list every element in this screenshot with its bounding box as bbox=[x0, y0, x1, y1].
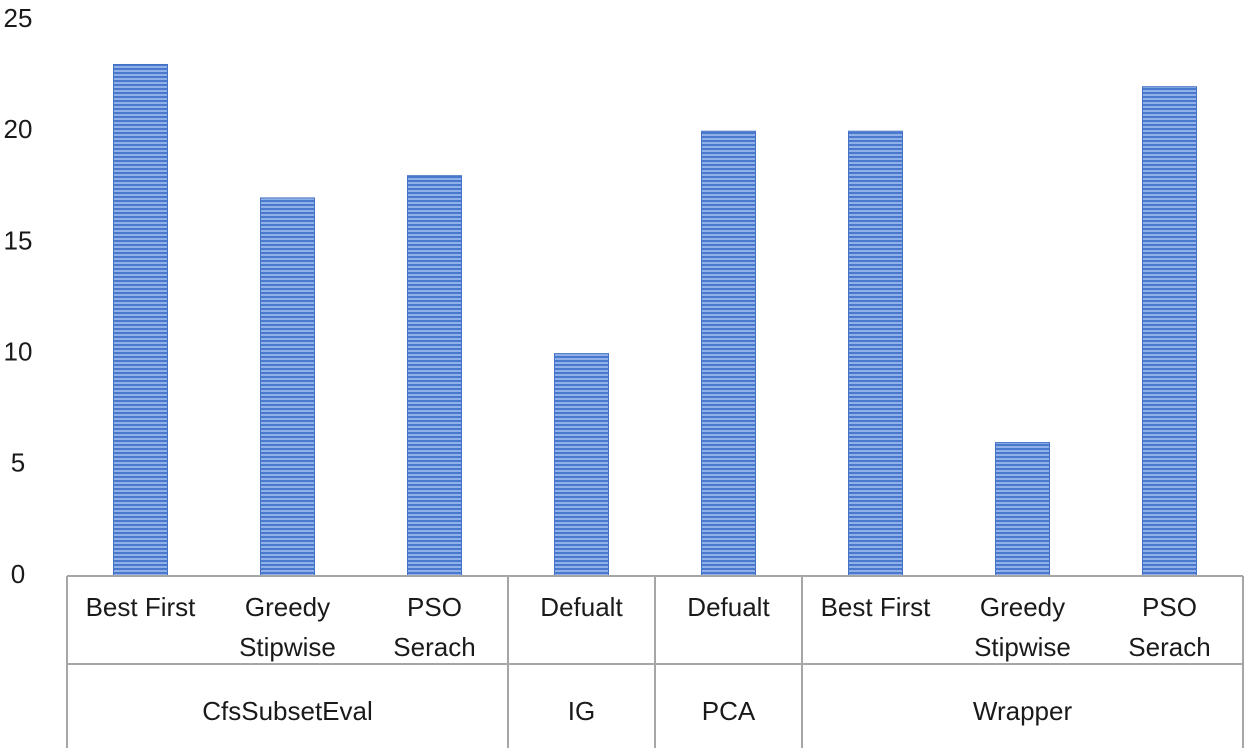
group-label: CfsSubsetEval bbox=[202, 696, 373, 726]
category-label: Defualt bbox=[540, 592, 623, 622]
category-label-line: Best First bbox=[821, 592, 932, 622]
category-label: Greedy Stipwise bbox=[974, 592, 1071, 662]
group-labels: CfsSubsetEval IG PCA Wrapper bbox=[202, 696, 1072, 726]
category-label: Greedy Stipwise bbox=[239, 592, 336, 662]
category-label-line: PSO bbox=[407, 592, 462, 622]
bar bbox=[260, 197, 315, 577]
bar bbox=[407, 175, 462, 577]
bars bbox=[113, 63, 1197, 577]
bar bbox=[1142, 86, 1197, 577]
group-label: IG bbox=[568, 696, 595, 726]
category-label-line: Serach bbox=[1128, 632, 1210, 662]
category-label-line: Defualt bbox=[540, 592, 623, 622]
category-label-line: Defualt bbox=[687, 592, 770, 622]
bar bbox=[848, 130, 903, 577]
y-tick-label: 25 bbox=[4, 3, 33, 33]
y-tick-label: 10 bbox=[4, 336, 33, 366]
category-label-line: PSO bbox=[1142, 592, 1197, 622]
bar bbox=[701, 130, 756, 577]
category-label-line: Greedy bbox=[245, 592, 330, 622]
category-label: Best First bbox=[86, 592, 197, 622]
category-label-line: Serach bbox=[393, 632, 475, 662]
bar bbox=[113, 63, 168, 577]
y-tick-label: 15 bbox=[4, 225, 33, 255]
group-label: PCA bbox=[702, 696, 756, 726]
category-label: PSO Serach bbox=[1128, 592, 1210, 662]
y-tick-label: 5 bbox=[11, 448, 25, 478]
category-label-line: Stipwise bbox=[239, 632, 336, 662]
category-label-line: Stipwise bbox=[974, 632, 1071, 662]
category-label: Defualt bbox=[687, 592, 770, 622]
y-tick-label: 20 bbox=[4, 114, 33, 144]
category-label: PSO Serach bbox=[393, 592, 475, 662]
group-label: Wrapper bbox=[973, 696, 1073, 726]
category-label-line: Best First bbox=[86, 592, 197, 622]
category-label-line: Greedy bbox=[980, 592, 1065, 622]
category-label: Best First bbox=[821, 592, 932, 622]
bar bbox=[995, 442, 1050, 577]
y-axis-tick-labels: 0 5 10 15 20 25 bbox=[4, 3, 33, 589]
bar bbox=[554, 353, 609, 577]
category-axis-frame bbox=[66, 575, 1244, 748]
category-labels: Best First Greedy Stipwise PSO Serach Defualt… bbox=[86, 592, 1211, 662]
y-tick-label: 0 bbox=[11, 559, 25, 589]
